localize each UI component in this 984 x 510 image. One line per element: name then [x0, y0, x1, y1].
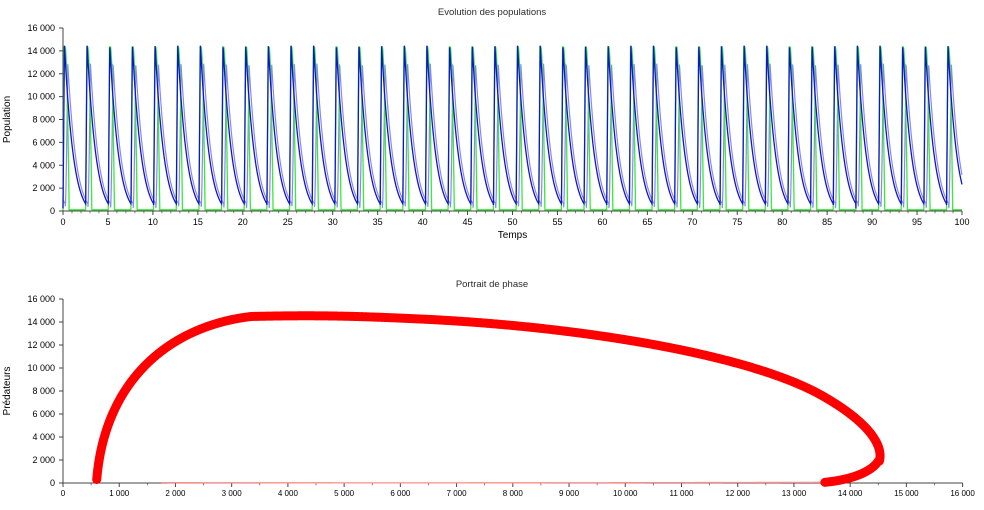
svg-text:0: 0	[50, 206, 55, 216]
svg-text:3 000: 3 000	[222, 489, 243, 498]
svg-text:2 000: 2 000	[32, 455, 55, 465]
svg-text:2 000: 2 000	[32, 183, 55, 193]
svg-text:6 000: 6 000	[32, 137, 55, 147]
svg-text:4 000: 4 000	[32, 160, 55, 170]
svg-text:15 000: 15 000	[894, 489, 919, 498]
svg-text:12 000: 12 000	[27, 69, 55, 79]
svg-text:11 000: 11 000	[670, 489, 694, 498]
svg-text:13 000: 13 000	[782, 489, 807, 498]
svg-text:14 000: 14 000	[838, 489, 863, 498]
svg-text:45: 45	[463, 217, 473, 227]
svg-text:8 000: 8 000	[32, 386, 55, 396]
svg-text:15: 15	[193, 217, 203, 227]
svg-text:10 000: 10 000	[613, 489, 638, 498]
svg-text:70: 70	[687, 217, 697, 227]
svg-text:4 000: 4 000	[278, 489, 299, 498]
svg-text:16 000: 16 000	[950, 489, 975, 498]
svg-text:30: 30	[328, 217, 338, 227]
svg-text:16 000: 16 000	[27, 23, 55, 33]
svg-text:75: 75	[732, 217, 742, 227]
svg-text:10: 10	[148, 217, 158, 227]
svg-text:8 000: 8 000	[503, 489, 524, 498]
svg-text:95: 95	[912, 217, 922, 227]
svg-text:10 000: 10 000	[27, 363, 55, 373]
svg-text:6 000: 6 000	[390, 489, 411, 498]
svg-text:25: 25	[283, 217, 293, 227]
svg-text:5 000: 5 000	[334, 489, 355, 498]
svg-text:90: 90	[867, 217, 877, 227]
svg-text:5: 5	[105, 217, 110, 227]
svg-text:Population: Population	[2, 96, 13, 143]
svg-text:1 000: 1 000	[109, 489, 130, 498]
svg-text:12 000: 12 000	[27, 340, 55, 350]
svg-text:50: 50	[507, 217, 517, 227]
svg-text:Temps: Temps	[498, 230, 527, 241]
svg-text:14 000: 14 000	[27, 46, 55, 56]
svg-text:55: 55	[552, 217, 562, 227]
svg-text:2 000: 2 000	[165, 489, 186, 498]
svg-text:40: 40	[418, 217, 428, 227]
svg-text:9 000: 9 000	[559, 489, 580, 498]
svg-text:60: 60	[597, 217, 607, 227]
svg-text:80: 80	[777, 217, 787, 227]
svg-text:0: 0	[61, 489, 66, 498]
svg-text:16 000: 16 000	[27, 294, 55, 304]
svg-text:4 000: 4 000	[32, 432, 55, 442]
svg-text:Prédateurs: Prédateurs	[2, 367, 13, 416]
svg-text:7 000: 7 000	[447, 489, 468, 498]
svg-text:65: 65	[642, 217, 652, 227]
svg-text:8 000: 8 000	[32, 115, 55, 125]
svg-text:6 000: 6 000	[32, 409, 55, 419]
svg-text:85: 85	[822, 217, 832, 227]
svg-text:10 000: 10 000	[27, 92, 55, 102]
svg-text:12 000: 12 000	[725, 489, 750, 498]
svg-text:0: 0	[50, 478, 55, 488]
svg-text:20: 20	[238, 217, 248, 227]
svg-text:14 000: 14 000	[27, 317, 55, 327]
svg-text:0: 0	[60, 217, 65, 227]
svg-text:100: 100	[954, 217, 969, 227]
svg-text:35: 35	[373, 217, 383, 227]
